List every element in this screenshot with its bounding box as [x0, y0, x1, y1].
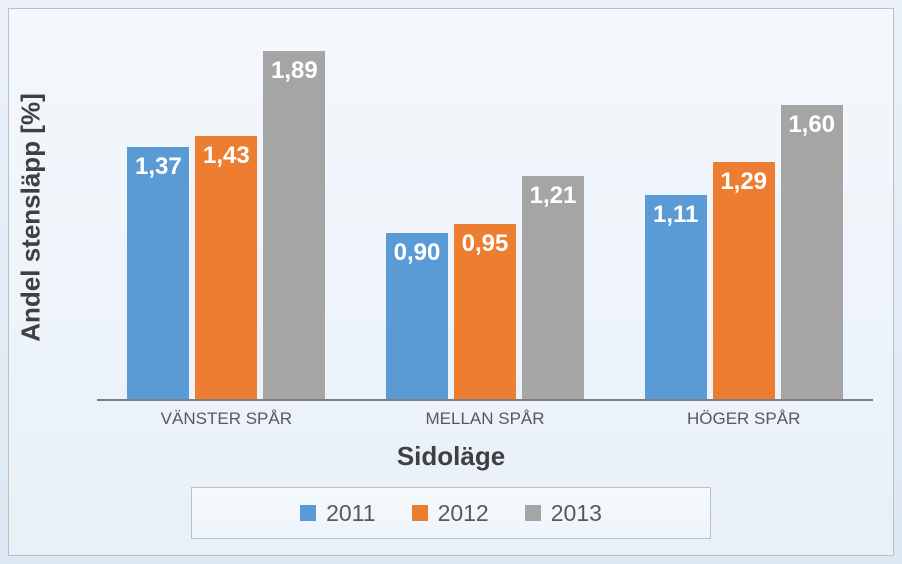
- bar-label: 1,11: [645, 201, 707, 229]
- bar-label: 1,37: [127, 153, 189, 181]
- legend-item-2013: 2013: [525, 500, 602, 527]
- swatch-2012: [412, 505, 428, 521]
- y-axis-title: Andel stensläpp [%]: [16, 93, 47, 341]
- x-axis-title: Sidoläge: [9, 441, 893, 472]
- legend-label: 2012: [438, 500, 489, 527]
- bar-mellan-2013: 1,21: [522, 176, 584, 399]
- swatch-2013: [525, 505, 541, 521]
- bar-mellan-2012: 0,95: [454, 224, 516, 399]
- bar-label: 0,90: [386, 239, 448, 267]
- bar-label: 1,29: [713, 168, 775, 196]
- bar-label: 1,89: [263, 57, 325, 85]
- bar-vanster-2011: 1,37: [127, 147, 189, 399]
- bar-label: 1,43: [195, 142, 257, 170]
- cat-label-mellan: MELLAN SPÅR: [356, 409, 615, 429]
- bar-label: 1,60: [781, 111, 843, 139]
- category-labels: VÄNSTER SPÅR MELLAN SPÅR HÖGER SPÅR: [97, 409, 873, 429]
- legend: 2011 2012 2013: [191, 487, 711, 539]
- chart-frame: Andel stensläpp [%] 1,37 1,43 1,89 0,90: [8, 8, 894, 556]
- swatch-2011: [300, 505, 316, 521]
- plot-area: 1,37 1,43 1,89 0,90 0,95 1,21: [97, 33, 873, 401]
- cat-label-vanster: VÄNSTER SPÅR: [97, 409, 356, 429]
- bar-label: 0,95: [454, 230, 516, 258]
- bar-hoger-2013: 1,60: [781, 105, 843, 399]
- bars-wrap: 1,37 1,43 1,89 0,90 0,95 1,21: [97, 33, 873, 399]
- legend-label: 2011: [326, 500, 375, 527]
- legend-item-2012: 2012: [412, 500, 489, 527]
- cat-label-hoger: HÖGER SPÅR: [614, 409, 873, 429]
- group-mellan: 0,90 0,95 1,21: [356, 33, 615, 399]
- bar-vanster-2012: 1,43: [195, 136, 257, 399]
- bar-hoger-2011: 1,11: [645, 195, 707, 399]
- bar-label: 1,21: [522, 182, 584, 210]
- bar-mellan-2011: 0,90: [386, 233, 448, 399]
- y-axis-title-wrap: Andel stensläpp [%]: [11, 33, 51, 401]
- bar-vanster-2013: 1,89: [263, 51, 325, 399]
- legend-label: 2013: [551, 500, 602, 527]
- bar-hoger-2012: 1,29: [713, 162, 775, 399]
- group-vanster: 1,37 1,43 1,89: [97, 33, 356, 399]
- group-hoger: 1,11 1,29 1,60: [614, 33, 873, 399]
- legend-item-2011: 2011: [300, 500, 375, 527]
